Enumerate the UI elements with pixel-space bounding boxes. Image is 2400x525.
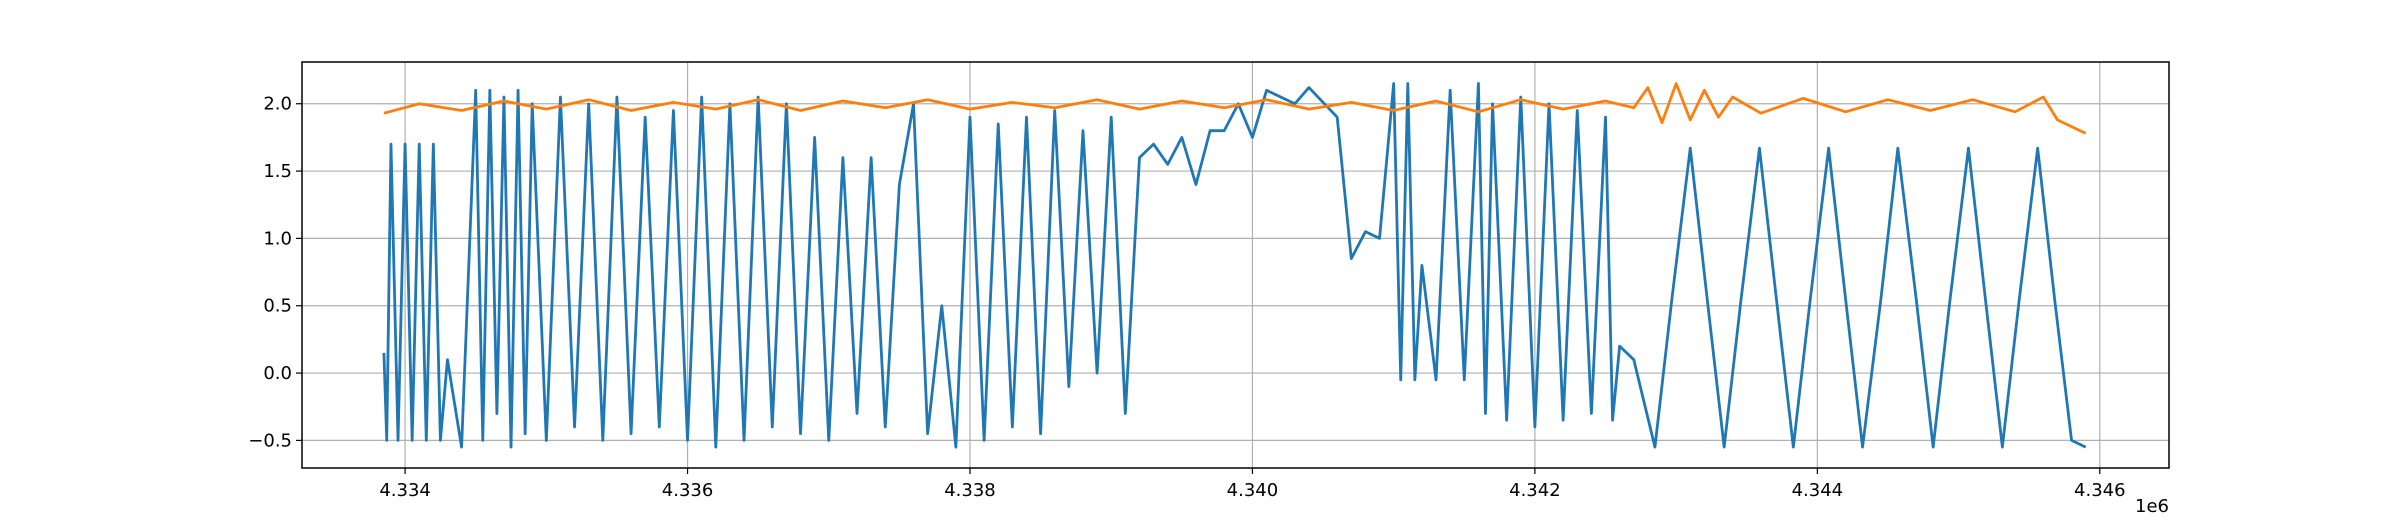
y-tick-label: −0.5 xyxy=(248,430,292,451)
y-tick-label: 1.5 xyxy=(263,161,292,182)
y-tick-label: 2.0 xyxy=(263,94,292,115)
x-tick-label: 4.342 xyxy=(1509,480,1561,501)
x-offset-label: 1e6 xyxy=(2135,496,2169,517)
series-line xyxy=(382,82,2087,449)
x-tick-label: 4.334 xyxy=(379,480,431,501)
x-tick-label: 4.344 xyxy=(1792,480,1844,501)
x-tick-label: 4.336 xyxy=(662,480,714,501)
series-line xyxy=(383,82,2087,135)
plot-frame xyxy=(301,61,2170,469)
ticks: 4.334 4.336 4.338 4.340 4.342 4.344 4.346 −0.5 0… xyxy=(248,94,2125,501)
x-tick-label: 4.346 xyxy=(2074,480,2126,501)
x-tick-label: 4.338 xyxy=(944,480,996,501)
y-tick-label: 0.5 xyxy=(263,296,292,317)
y-tick-label: 1.0 xyxy=(263,228,292,249)
y-tick-label: 0.0 xyxy=(263,363,292,384)
x-tick-label: 4.340 xyxy=(1227,480,1279,501)
plot-lines xyxy=(382,82,2087,449)
